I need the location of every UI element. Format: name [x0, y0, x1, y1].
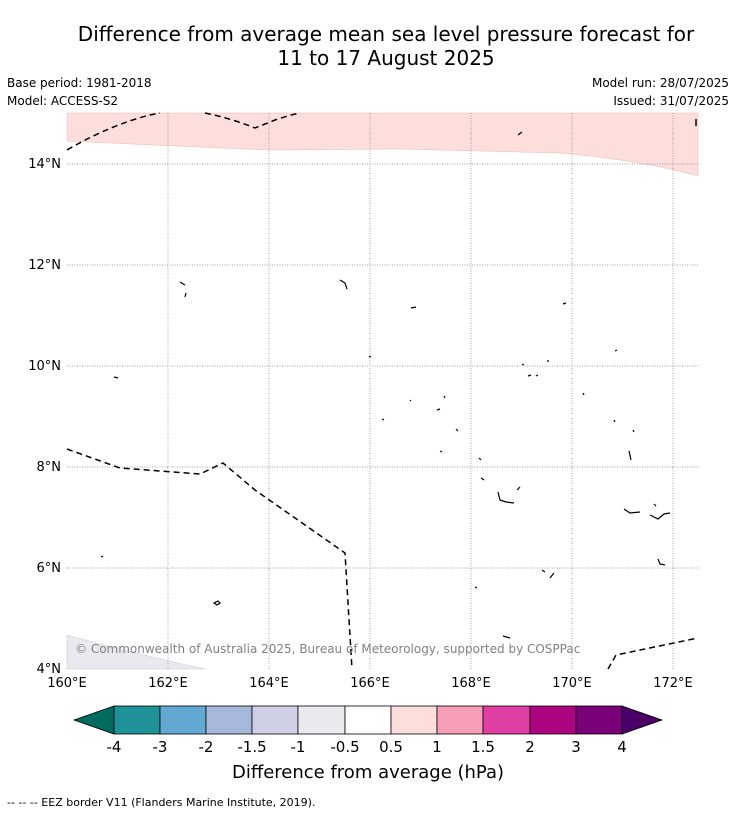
colorbar-tick-label: -2	[199, 738, 214, 756]
colorbar-tick-label: 4	[617, 738, 627, 756]
island	[409, 395, 446, 411]
positive-anomaly-area	[66, 112, 699, 177]
island	[649, 512, 671, 520]
title-line-2: 11 to 17 August 2025	[277, 46, 495, 70]
colorbar-tick-label: 3	[571, 738, 581, 756]
colorbar-tick-label: -1	[291, 738, 306, 756]
island	[113, 376, 119, 379]
colorbar-labels: -4 -3 -2 -1.5 -1 -0.5 0.5 1 1.5 2 3 4	[107, 738, 627, 756]
colorbar-segment	[436, 705, 484, 735]
lon-tick-label: 164°E	[249, 676, 289, 691]
island	[410, 306, 417, 309]
island	[517, 131, 523, 136]
lon-tick-label: 162°E	[148, 676, 188, 691]
colorbar-segment	[344, 705, 392, 735]
lon-tick-label: 160°E	[47, 676, 87, 691]
plot-area: © Commonwealth of Australia 2025, Bureau…	[66, 112, 699, 670]
colorbar-segment	[205, 705, 253, 735]
colorbar-tick-label: 0.5	[379, 738, 403, 756]
footer-note: -- -- -- EEZ border V11 (Flanders Marine…	[7, 796, 316, 809]
islands	[100, 131, 671, 639]
lat-tick-label: 14°N	[28, 157, 61, 172]
eez-border-central	[66, 448, 353, 670]
island	[497, 491, 515, 504]
island	[474, 586, 478, 589]
latitude-ticks: 14°N 12°N 10°N 8°N 6°N 4°N	[28, 157, 61, 677]
negative-anomaly-area	[66, 634, 206, 670]
eez-border-north-2	[204, 112, 301, 129]
lon-tick-label: 172°E	[653, 676, 693, 691]
island	[562, 302, 567, 305]
issued-date: Issued: 31/07/2025	[613, 94, 729, 108]
lat-tick-label: 4°N	[37, 662, 62, 677]
lat-tick-label: 6°N	[37, 561, 62, 576]
lat-tick-label: 10°N	[28, 359, 61, 374]
island	[368, 355, 372, 358]
colorbar-left-arrow	[72, 705, 115, 735]
longitude-ticks: 160°E 162°E 164°E 166°E 168°E 170°E 172°…	[47, 676, 693, 691]
island	[381, 418, 385, 421]
copyright-text: © Commonwealth of Australia 2025, Bureau…	[75, 642, 580, 656]
model-run: Model run: 28/07/2025	[591, 76, 729, 90]
map-title: Difference from average mean sea level p…	[0, 22, 736, 70]
model-name: Model: ACCESS-S2	[7, 94, 119, 108]
island	[613, 419, 635, 433]
lon-tick-label: 166°E	[350, 676, 390, 691]
colorbar-segment	[113, 705, 161, 735]
plot-background	[67, 113, 698, 669]
island	[614, 349, 618, 352]
lon-tick-label: 168°E	[451, 676, 491, 691]
eez-border-southeast	[607, 637, 699, 670]
colorbar-tick-label: 1	[432, 738, 442, 756]
colorbar-tick-label: -0.5	[330, 738, 359, 756]
meta-left: Base period: 1981-2018 Model: ACCESS-S2	[7, 74, 152, 110]
island	[628, 450, 632, 461]
island	[100, 555, 104, 558]
colorbar: -4 -3 -2 -1.5 -1 -0.5 0.5 1 1.5 2 3 4 Difference fr…	[72, 705, 664, 783]
lon-tick-label: 170°E	[552, 676, 592, 691]
island	[455, 428, 459, 432]
colorbar-tick-label: -4	[107, 738, 122, 756]
island	[478, 457, 482, 461]
title-line-1: Difference from average mean sea level p…	[77, 22, 695, 46]
colorbar-segment	[575, 705, 623, 735]
colorbar-tick-label: 2	[525, 738, 535, 756]
island	[521, 360, 549, 377]
island	[541, 569, 555, 579]
colorbar-segment	[251, 705, 299, 735]
meta-right: Model run: 28/07/2025 Issued: 31/07/2025	[592, 74, 729, 110]
eez-borders	[66, 112, 699, 670]
island	[480, 477, 485, 481]
gridlines	[67, 113, 698, 669]
colorbar-segment	[159, 705, 207, 735]
island	[657, 558, 666, 566]
base-period: Base period: 1981-2018	[7, 76, 152, 90]
island	[653, 503, 657, 507]
colorbar-segment	[390, 705, 438, 735]
colorbar-segment	[297, 705, 346, 735]
island	[623, 508, 641, 514]
colorbar-title: Difference from average (hPa)	[232, 762, 504, 783]
island	[439, 450, 443, 453]
island	[339, 279, 348, 290]
colorbar-segment	[529, 705, 577, 735]
colorbar-tick-label: 1.5	[471, 738, 495, 756]
island	[502, 635, 511, 639]
colorbar-right-arrow	[621, 705, 664, 735]
colorbar-segments	[113, 705, 623, 735]
island	[212, 600, 221, 606]
colorbar-segment	[482, 705, 531, 735]
lat-tick-label: 12°N	[28, 258, 61, 273]
lat-tick-label: 8°N	[37, 460, 62, 475]
island	[179, 281, 187, 298]
colorbar-tick-label: -3	[153, 738, 168, 756]
island	[582, 392, 585, 396]
eez-border-north-1	[66, 112, 161, 151]
island	[516, 486, 521, 491]
colorbar-tick-label: -1.5	[237, 738, 266, 756]
